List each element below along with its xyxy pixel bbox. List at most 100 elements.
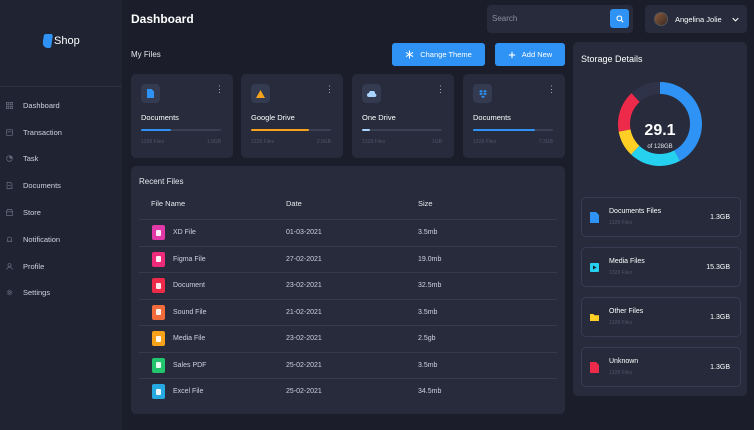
table-row[interactable]: Sound File 21-02-2021 3.5mb: [139, 298, 557, 326]
search-bar: Search: [487, 5, 633, 33]
donut-segment: [618, 82, 702, 166]
file-date: 27-02-2021: [286, 255, 322, 263]
table-row[interactable]: Media File 23-02-2021 2.5gb: [139, 325, 557, 352]
file-card-documents[interactable]: ⋮ Documents 1328 Files 1.9GB: [131, 74, 233, 158]
search-icon: [615, 14, 624, 23]
storage-item-media[interactable]: Media Files 1328 Files 15.3GB: [581, 247, 741, 287]
file-date: 23-02-2021: [286, 282, 322, 289]
sidebar-item-label: Documents: [23, 181, 61, 191]
file-size: 3.5mb: [418, 308, 438, 316]
table-row[interactable]: Sales PDF 25-02-2021 3.5mb: [139, 351, 557, 379]
storage-item-title: Media Files: [609, 258, 645, 265]
storage-item-title: Documents Files: [609, 208, 662, 215]
table-row[interactable]: Figma File 27-02-2021 19.0mb: [139, 245, 557, 273]
pdf-file-icon: [152, 357, 165, 373]
column-header-size[interactable]: Size: [418, 199, 433, 208]
search-button[interactable]: [610, 9, 629, 28]
sidebar: Shop Dashboard Transaction Task Document…: [0, 0, 122, 430]
table-row[interactable]: Document 23-02-2021 32.5mb: [139, 272, 557, 299]
file-size: 1GB: [431, 139, 442, 145]
column-header-file-name[interactable]: File Name: [151, 199, 186, 208]
recent-files-heading: Recent Files: [139, 177, 184, 186]
sidebar-item-label: Dashboard: [23, 100, 60, 110]
snowflake-icon: [405, 50, 414, 59]
file-card-title: Google Drive: [251, 113, 295, 122]
table-row[interactable]: XD File 01-03-2021 3.5mb: [139, 219, 557, 246]
cloud-icon: [362, 84, 381, 103]
bell-icon: [6, 236, 13, 242]
recent-files-panel: Recent Files File Name Date Size XD File…: [131, 166, 565, 414]
sidebar-item-profile[interactable]: Profile: [0, 253, 122, 280]
storage-item-count: 1328 Files: [609, 220, 633, 226]
sound-file-icon: [152, 304, 165, 320]
document-icon: [590, 212, 599, 223]
file-size: 2.5gb: [418, 335, 436, 342]
file-size: 34.5mb: [418, 388, 442, 395]
storage-item-unknown[interactable]: Unknown 1328 Files 1.3GB: [581, 347, 741, 387]
user-menu[interactable]: Angelina Jolie: [645, 5, 747, 33]
sidebar-item-label: Notification: [23, 234, 61, 244]
sidebar-item-task[interactable]: Task: [0, 146, 122, 173]
sidebar-item-notification[interactable]: Notification: [0, 226, 122, 253]
storage-item-size: 1.3GB: [710, 364, 730, 371]
file-date: 25-02-2021: [286, 388, 322, 395]
file-size: 32.5mb: [418, 282, 442, 289]
sidebar-divider: [0, 86, 122, 87]
storage-donut-chart: [618, 82, 702, 166]
add-new-button[interactable]: Add New: [495, 43, 565, 66]
storage-item-count: 1328 Files: [609, 320, 633, 326]
file-size: 3.5mb: [418, 361, 438, 369]
file-name: Document: [173, 282, 205, 289]
storage-progress-bar: [473, 129, 553, 131]
file-count: 1328 Files: [141, 139, 165, 145]
more-options-icon[interactable]: ⋮: [325, 84, 334, 94]
storage-progress-bar: [141, 129, 221, 131]
chevron-down-icon: [732, 17, 739, 22]
table-row[interactable]: Excel File 25-02-2021 34.5mb: [139, 378, 557, 405]
progress-fill: [473, 129, 536, 131]
file-card-title: Documents: [473, 113, 511, 122]
storage-total-label: of 128GB: [647, 144, 673, 150]
more-options-icon[interactable]: ⋮: [547, 84, 556, 94]
file-date: 21-02-2021: [286, 308, 322, 316]
file-card-dropbox[interactable]: ⋮ Documents 1328 Files 7.3GB: [463, 74, 565, 158]
media-file-icon: [152, 331, 165, 346]
more-options-icon[interactable]: ⋮: [215, 84, 224, 94]
file-card-one-drive[interactable]: ⋮ One Drive 1328 Files 1GB: [352, 74, 454, 158]
storage-item-other[interactable]: Other Files 1328 Files 1.3GB: [581, 297, 741, 337]
storage-item-documents[interactable]: Documents Files 1328 Files 1.3GB: [581, 197, 741, 237]
search-input[interactable]: Search: [492, 14, 518, 23]
file-name: Media File: [173, 335, 206, 342]
document-icon: [141, 84, 160, 103]
logo[interactable]: Shop: [42, 34, 80, 48]
user-icon: [6, 262, 13, 270]
file-card-google-drive[interactable]: ⋮ Google Drive 1328 Files 2.9GB: [241, 74, 343, 158]
xd-file-icon: [152, 225, 165, 240]
file-size: 7.3GB: [538, 139, 553, 145]
more-options-icon[interactable]: ⋮: [436, 84, 445, 94]
transaction-icon: [6, 129, 13, 136]
user-name: Angelina Jolie: [675, 14, 722, 24]
donut-segment: [618, 82, 702, 166]
sidebar-item-store[interactable]: Store: [0, 199, 122, 226]
media-icon: [590, 263, 599, 272]
change-theme-button[interactable]: Change Theme: [392, 43, 485, 66]
figma-file-icon: [152, 251, 165, 267]
file-date: 23-02-2021: [286, 335, 322, 342]
dropbox-icon: [473, 84, 492, 103]
folder-icon: [590, 314, 599, 321]
sidebar-item-dashboard[interactable]: Dashboard: [0, 92, 122, 119]
file-name: Excel File: [173, 388, 204, 395]
storage-progress-bar: [362, 129, 442, 131]
storage-progress-bar: [251, 129, 331, 131]
column-header-date[interactable]: Date: [286, 199, 302, 208]
google-drive-icon: [251, 84, 270, 103]
file-size: 19.0mb: [418, 255, 442, 263]
my-files-heading: My Files: [131, 50, 161, 59]
plus-icon: [508, 51, 515, 58]
sidebar-item-settings[interactable]: Settings: [0, 280, 122, 307]
sidebar-item-documents[interactable]: Documents: [0, 172, 122, 199]
file-count: 1328 Files: [473, 139, 497, 145]
sidebar-item-transaction[interactable]: Transaction: [0, 119, 122, 146]
gear-icon: [6, 290, 13, 296]
